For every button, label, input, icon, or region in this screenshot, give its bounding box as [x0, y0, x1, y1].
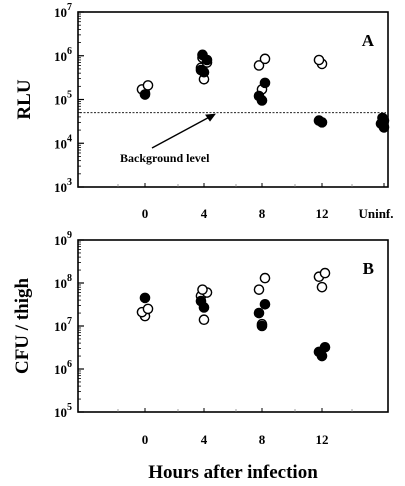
data-point-open — [259, 272, 271, 284]
data-point-filled — [195, 64, 207, 76]
data-point-filled — [197, 49, 208, 61]
y-tick-label: 105 — [54, 402, 72, 420]
data-point-open — [253, 284, 265, 295]
x-tick-label: 0 — [142, 206, 149, 221]
panel-a: 103 104 105 106 107 0 4 8 12 Uninf. RLU A Background… — [14, 2, 394, 221]
x-tick-label: 12 — [316, 206, 329, 221]
data-point-filled — [256, 320, 268, 332]
data-point-filled — [253, 307, 265, 319]
x-tick-label: 8 — [259, 206, 266, 221]
data-point-filled — [139, 292, 151, 304]
y-axis-title: CFU / thigh — [12, 278, 33, 375]
background-arrow-head — [205, 113, 216, 122]
y-tick-label: 104 — [54, 133, 72, 151]
x-tick-label: 4 — [201, 432, 208, 447]
y-tick-label: 106 — [54, 46, 72, 64]
data-point-open — [198, 314, 210, 326]
data-point-filled — [259, 77, 271, 89]
data-point-filled — [259, 298, 271, 310]
y-tick-label: 107 — [54, 2, 72, 20]
y-axis-title: RLU — [14, 79, 35, 119]
y-tick-label: 103 — [54, 177, 72, 195]
plot-frame — [77, 239, 389, 413]
data-point-open — [142, 80, 154, 91]
x-tick-label: 12 — [316, 432, 329, 447]
x-tick-label: 4 — [201, 206, 208, 221]
data-point-filled — [139, 89, 151, 100]
data-point-open — [313, 54, 325, 66]
data-point-filled — [313, 115, 325, 126]
data-point-filled — [377, 112, 388, 124]
x-tick-label: Uninf. — [358, 206, 393, 221]
data-point-open — [259, 53, 271, 65]
data-point-open — [319, 267, 331, 279]
panel-letter: B — [363, 259, 374, 278]
x-tick-label: 0 — [142, 432, 149, 447]
data-point-open — [197, 284, 208, 295]
y-tick-label: 107 — [54, 316, 72, 334]
panel-b: 105 106 107 108 109 0 4 8 12 CFU / thigh B Hours af… — [12, 230, 389, 483]
y-tick-label: 105 — [54, 90, 72, 108]
background-arrow-shaft — [151, 115, 213, 149]
data-point-filled — [253, 90, 265, 102]
data-point-filled — [195, 295, 207, 307]
data-point-open — [253, 60, 265, 71]
y-tick-label: 109 — [54, 230, 72, 248]
y-tick-label: 108 — [54, 273, 72, 291]
x-tick-label: 8 — [259, 432, 266, 447]
panel-letter: A — [362, 31, 375, 50]
y-tick-label: 106 — [54, 359, 72, 377]
x-axis-title: Hours after infection — [148, 462, 318, 483]
data-point-filled — [319, 341, 331, 353]
data-point-open — [316, 281, 328, 293]
background-level-label: Background level — [120, 151, 210, 165]
data-point-open — [142, 303, 154, 315]
